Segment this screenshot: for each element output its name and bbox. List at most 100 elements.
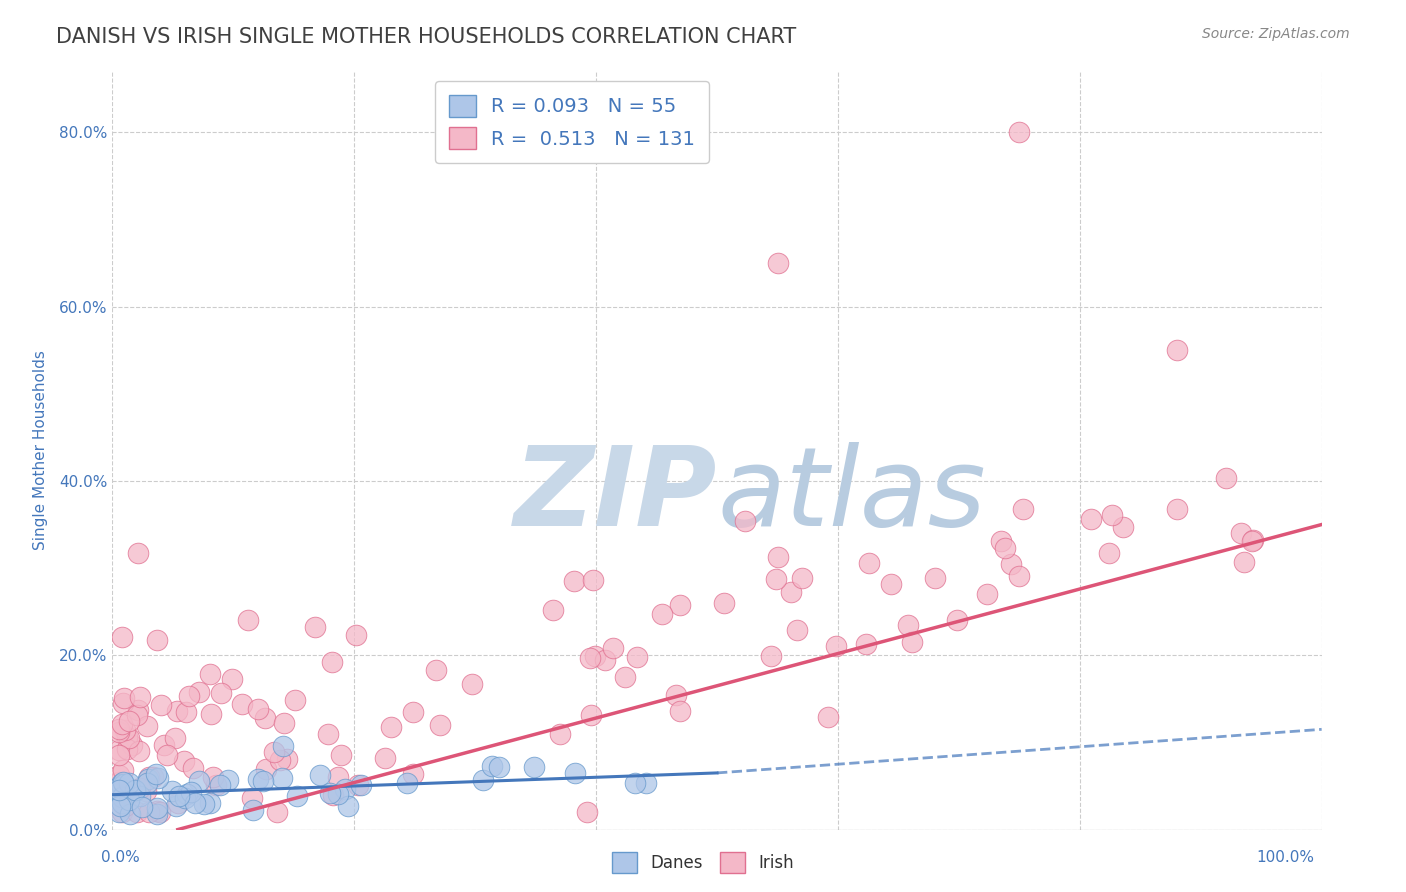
Point — [337, 799, 360, 814]
Point — [766, 550, 789, 565]
Point — [285, 789, 308, 804]
Legend: Danes, Irish: Danes, Irish — [606, 846, 800, 880]
Point — [1241, 533, 1264, 548]
Point — [634, 776, 657, 790]
Point — [1233, 556, 1256, 570]
Point — [790, 571, 813, 585]
Point — [651, 607, 673, 622]
Point — [1008, 568, 1031, 582]
Point — [129, 690, 152, 705]
Point — [200, 666, 222, 681]
Point — [326, 787, 349, 801]
Point — [333, 781, 356, 796]
Point — [924, 571, 946, 585]
Point — [579, 707, 602, 722]
Point — [994, 541, 1017, 555]
Point — [200, 706, 222, 721]
Point — [1098, 546, 1121, 560]
Point — [858, 556, 880, 570]
Point — [990, 534, 1012, 549]
Point — [395, 776, 418, 790]
Point — [543, 603, 565, 617]
Text: 100.0%: 100.0% — [1257, 850, 1315, 865]
Point — [118, 776, 141, 790]
Point — [564, 765, 586, 780]
Point — [173, 790, 195, 805]
Point — [107, 722, 129, 736]
Point — [128, 789, 150, 804]
Point — [174, 705, 197, 719]
Point — [576, 805, 599, 819]
Point — [110, 777, 132, 791]
Y-axis label: Single Mother Households: Single Mother Households — [32, 351, 48, 550]
Point — [284, 693, 307, 707]
Point — [550, 727, 572, 741]
Point — [425, 664, 447, 678]
Point — [471, 772, 494, 787]
Point — [107, 768, 129, 782]
Point — [150, 698, 173, 712]
Point — [316, 727, 339, 741]
Point — [246, 702, 269, 716]
Point — [138, 770, 160, 784]
Point — [198, 797, 221, 811]
Point — [135, 719, 157, 733]
Point — [880, 577, 903, 591]
Point — [308, 768, 330, 782]
Point — [1215, 471, 1237, 485]
Point — [131, 800, 153, 814]
Point — [142, 770, 165, 784]
Point — [128, 744, 150, 758]
Point — [602, 641, 624, 656]
Point — [187, 773, 209, 788]
Point — [107, 775, 129, 789]
Point — [240, 790, 263, 805]
Point — [112, 774, 135, 789]
Point — [734, 514, 756, 528]
Point — [273, 715, 295, 730]
Point — [167, 789, 190, 803]
Point — [614, 669, 637, 683]
Point — [221, 672, 243, 686]
Point — [110, 805, 132, 819]
Point — [1112, 520, 1135, 534]
Point — [583, 648, 606, 663]
Point — [180, 785, 202, 799]
Point — [117, 730, 139, 744]
Point — [488, 760, 510, 774]
Point — [201, 770, 224, 784]
Point — [118, 806, 141, 821]
Point — [321, 655, 343, 669]
Point — [107, 805, 129, 819]
Point — [118, 731, 141, 745]
Point — [111, 630, 134, 644]
Point — [626, 650, 648, 665]
Point — [897, 618, 920, 632]
Point — [184, 796, 207, 810]
Point — [127, 805, 149, 819]
Point — [713, 596, 735, 610]
Point — [231, 698, 253, 712]
Point — [115, 788, 138, 802]
Point — [668, 598, 690, 612]
Point — [1229, 526, 1251, 541]
Point — [111, 790, 134, 805]
Point — [166, 704, 188, 718]
Text: ZIP: ZIP — [513, 442, 717, 549]
Point — [786, 623, 808, 637]
Point — [322, 788, 344, 802]
Point — [138, 805, 160, 819]
Point — [110, 795, 132, 809]
Point — [401, 767, 423, 781]
Point — [595, 653, 617, 667]
Point — [380, 720, 402, 734]
Point — [1008, 125, 1031, 139]
Point — [163, 731, 186, 745]
Point — [146, 801, 169, 815]
Point — [138, 772, 160, 787]
Point — [579, 650, 602, 665]
Point — [1000, 557, 1022, 571]
Point — [623, 776, 645, 790]
Point — [135, 784, 157, 798]
Point — [266, 805, 288, 819]
